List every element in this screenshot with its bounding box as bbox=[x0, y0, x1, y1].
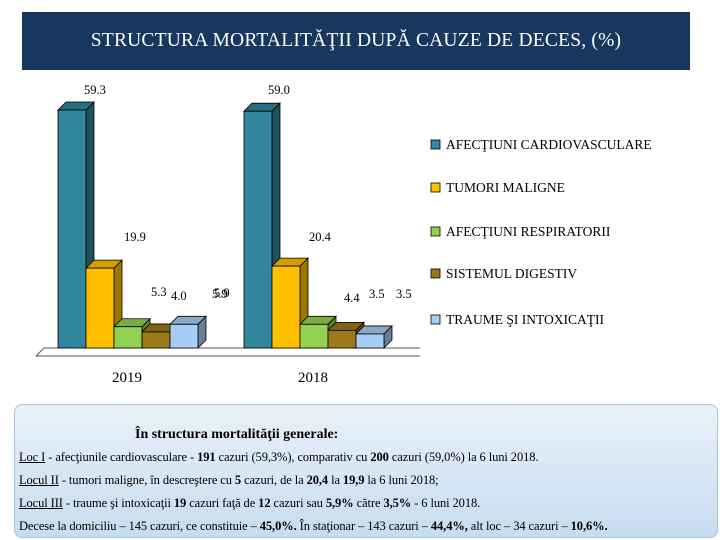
bar bbox=[169, 323, 199, 349]
data-label: 4.0 bbox=[171, 289, 187, 303]
bar bbox=[57, 109, 87, 349]
data-label: 20.4 bbox=[309, 230, 332, 244]
info-text: cazuri, de la bbox=[241, 473, 307, 487]
info-text: alt loc – 34 cazuri – bbox=[467, 519, 571, 533]
data-label: 4.4 bbox=[344, 291, 360, 305]
bar-chart: 59.3 59.019.9 20.45.3 5.94.0 4.45.9 3.5 3.5201… bbox=[35, 83, 652, 386]
bar bbox=[113, 326, 143, 349]
info-line-1-prefix: Loc I bbox=[19, 450, 46, 464]
info-text: - tumori maligne, în descreştere cu bbox=[58, 473, 235, 487]
legend-label: TUMORI MALIGNE bbox=[446, 180, 565, 195]
data-label: 5.9 bbox=[212, 287, 228, 301]
info-text: cazuri faţă de bbox=[186, 496, 259, 510]
info-text: cazuri (59,0%) la 6 luni 2018. bbox=[388, 450, 539, 464]
chart-title: STRUCTURA MORTALITĂŢII DUPĂ CAUZE DE DEC… bbox=[90, 30, 622, 51]
info-bold: 5 bbox=[234, 473, 242, 487]
data-label: 59.3 bbox=[84, 83, 106, 97]
info-line-1: Loc I - afecţiunile cardiovasculare - 19… bbox=[19, 450, 539, 465]
info-text: - traume şi intoxicaţii bbox=[62, 496, 174, 510]
category-label: 2018 bbox=[298, 370, 328, 386]
data-label: 3.5 bbox=[396, 287, 412, 301]
data-label: 5.9 bbox=[214, 286, 230, 300]
info-text: cazuri sau bbox=[270, 496, 326, 510]
info-bold: 19 bbox=[173, 496, 187, 510]
info-line-4: Decese la domiciliu – 145 cazuri, ce con… bbox=[19, 519, 608, 534]
info-text: cazuri (59,3%), comparativ cu bbox=[215, 450, 371, 464]
legend-swatch bbox=[430, 139, 441, 150]
info-bold: 44,4%, bbox=[430, 519, 468, 533]
legend-swatch bbox=[430, 314, 441, 325]
info-heading: În structura mortalităţii generale: bbox=[135, 427, 339, 442]
info-line-3-prefix: Locul III bbox=[19, 496, 63, 510]
info-text: Decese la domiciliu – 145 cazuri, ce con… bbox=[19, 519, 260, 533]
bar bbox=[327, 329, 357, 349]
info-text: În staţionar – 143 cazuri – bbox=[296, 519, 431, 533]
info-text: - afecţiunile cardiovasculare - bbox=[45, 450, 198, 464]
info-line-2-prefix: Locul II bbox=[19, 473, 59, 487]
bar bbox=[243, 110, 273, 349]
data-label: 19.9 bbox=[124, 230, 146, 244]
legend-label: TRAUME ŞI INTOXICAŢII bbox=[446, 312, 604, 327]
info-text: la 6 luni 2018; bbox=[364, 473, 439, 487]
info-bold: 19,9 bbox=[342, 473, 365, 487]
legend-swatch bbox=[430, 226, 441, 237]
info-bold: 12 bbox=[258, 496, 271, 510]
legend-label: AFECŢIUNI CARDIOVASCULARE bbox=[446, 137, 652, 152]
info-bold: 200 bbox=[370, 450, 389, 464]
info-bold: 10,6%. bbox=[570, 519, 608, 533]
legend-label: SISTEMUL DIGESTIV bbox=[446, 266, 577, 281]
chart-floor bbox=[35, 347, 420, 357]
title-bar: STRUCTURA MORTALITĂŢII DUPĂ CAUZE DE DEC… bbox=[22, 12, 690, 70]
data-label: 59.0 bbox=[268, 83, 290, 97]
bar bbox=[355, 333, 385, 349]
info-bold: 191 bbox=[197, 450, 216, 464]
legend-swatch bbox=[430, 268, 441, 279]
data-label: 3.5 bbox=[369, 287, 385, 301]
legend-swatch bbox=[430, 182, 441, 193]
info-text: - 6 luni 2018. bbox=[411, 496, 481, 510]
info-bold: 3,5% bbox=[383, 496, 412, 510]
bar bbox=[85, 267, 115, 349]
info-box: În structura mortalităţii generale: Loc … bbox=[14, 404, 718, 538]
bar bbox=[299, 323, 329, 349]
info-text: către bbox=[353, 496, 384, 510]
info-bold: 45,0%. bbox=[259, 519, 297, 533]
legend-label: AFECŢIUNI RESPIRATORII bbox=[446, 224, 611, 239]
bar bbox=[271, 265, 301, 349]
info-line-2: Locul II - tumori maligne, în descreşter… bbox=[19, 473, 439, 488]
info-bold: 5,9% bbox=[325, 496, 354, 510]
category-label: 2019 bbox=[112, 370, 142, 386]
info-bold: 20,4 bbox=[306, 473, 329, 487]
bar bbox=[141, 331, 171, 349]
info-line-3: Locul III - traume şi intoxicaţii 19 caz… bbox=[19, 496, 480, 511]
data-label: 5.3 bbox=[151, 285, 167, 299]
info-text: la bbox=[328, 473, 343, 487]
